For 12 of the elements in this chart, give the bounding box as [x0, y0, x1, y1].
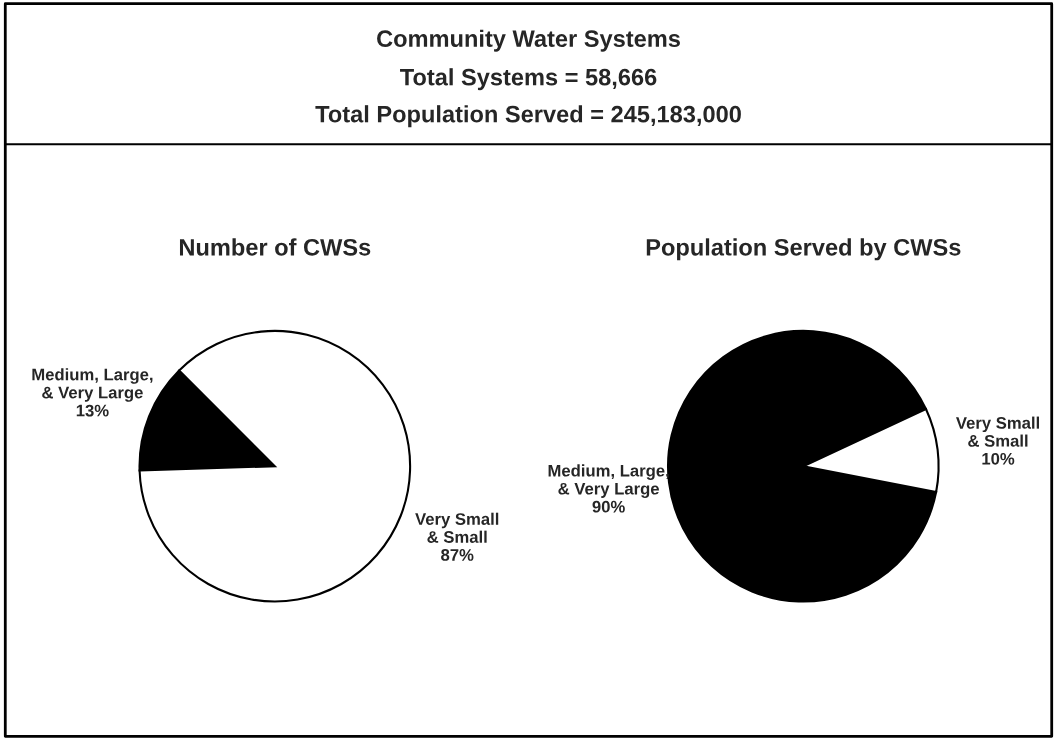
- chart-title: Number of CWSs: [179, 238, 371, 256]
- text: Community Water Systems: [377, 29, 680, 52]
- data-label: 87%: [441, 549, 474, 561]
- data-label: 10%: [982, 452, 1015, 465]
- text: Total Systems = 58,666: [400, 68, 657, 91]
- slice-label: Very Small & Small: [955, 416, 1040, 447]
- slice-label: Medium, Large, & Very Large: [32, 368, 153, 402]
- slice-label: Very Small & Small: [415, 512, 499, 543]
- data-label: 90%: [592, 500, 625, 513]
- text: Total Population Served = 245,183,000: [315, 105, 741, 128]
- chart-title: Population Served by CWSs: [646, 238, 961, 261]
- data-label: 13%: [76, 404, 109, 417]
